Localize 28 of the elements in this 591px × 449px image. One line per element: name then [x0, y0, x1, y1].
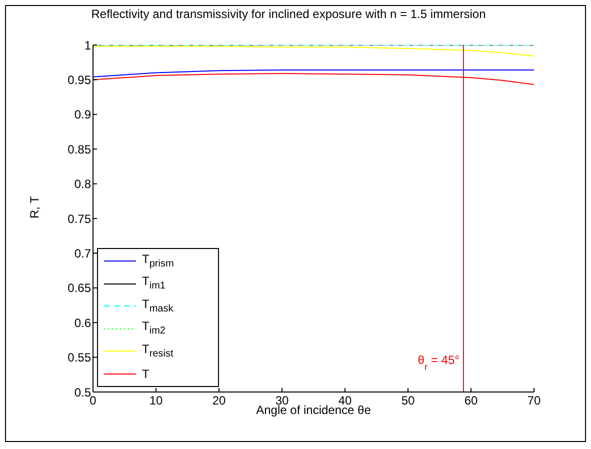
legend-label: T$_{im2}$	[142, 319, 166, 338]
y-tick-label: 0.95	[68, 72, 92, 87]
y-tick-label: 0.65	[68, 281, 92, 296]
legend-label: T$_{prism}$	[142, 252, 174, 270]
x-tick-label: 10	[149, 394, 163, 408]
y-tick-label: 0.85	[68, 142, 92, 156]
x-tick-label: 20	[212, 394, 226, 408]
y-axis-title: R, T	[27, 195, 42, 218]
y-tick-label: 0.7	[74, 246, 92, 260]
y-tick-label: 0.5	[74, 385, 92, 400]
x-tick-label: 70	[527, 394, 541, 408]
y-tick-label: 0.9	[74, 108, 92, 122]
legend-label: T	[142, 366, 150, 381]
chart-title: Reflectivity and transmissivity for inclined exposure with n = 1.5 immersion	[91, 7, 486, 21]
legend-label: T$_{im1}$	[142, 274, 166, 292]
y-tick-label: 1	[84, 38, 92, 52]
x-tick-label: 0	[90, 394, 97, 408]
legend-label: T$_{resist}$	[142, 342, 174, 360]
y-tick-label: 0.8	[74, 177, 92, 192]
y-tick-label: 0.55	[68, 350, 92, 365]
x-tick-label: 40	[338, 394, 352, 408]
annotation: θ$_{r}$ = 45°	[418, 353, 460, 372]
y-tick-label: 0.75	[68, 212, 92, 226]
x-tick-label: 60	[464, 394, 478, 408]
legend-label: T$_{mask}$	[142, 296, 174, 315]
line-series	[93, 69, 534, 78]
x-tick-label: 50	[401, 394, 415, 408]
y-tick-label: 0.6	[74, 316, 92, 330]
